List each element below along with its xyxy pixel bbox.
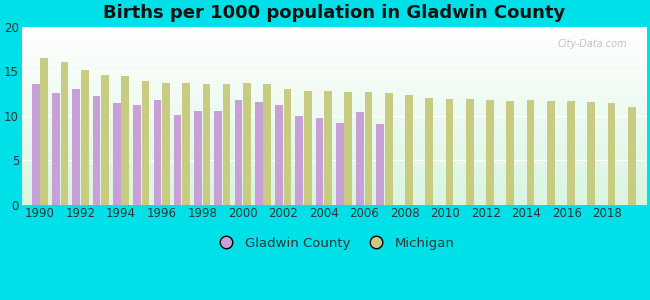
Bar <box>588 102 595 205</box>
Bar <box>295 116 303 205</box>
Bar <box>356 112 364 205</box>
Bar <box>567 101 575 205</box>
Bar <box>376 124 384 205</box>
Bar <box>547 101 554 205</box>
Legend: Gladwin County, Michigan: Gladwin County, Michigan <box>207 231 460 255</box>
Bar <box>223 84 231 205</box>
Bar <box>255 102 263 205</box>
Bar <box>243 83 251 205</box>
Bar <box>526 100 534 205</box>
Bar <box>60 62 68 205</box>
Bar <box>101 75 109 205</box>
Bar <box>336 123 344 205</box>
Bar <box>283 89 291 205</box>
Bar <box>425 98 433 205</box>
Bar <box>486 100 494 205</box>
Bar <box>203 84 210 205</box>
Bar <box>608 103 616 205</box>
Bar <box>275 105 283 205</box>
Bar <box>506 101 514 205</box>
Bar <box>142 81 150 205</box>
Bar <box>81 70 88 205</box>
Bar <box>365 92 372 205</box>
Bar <box>316 118 323 205</box>
Bar <box>52 93 60 205</box>
Bar <box>194 111 202 205</box>
Bar <box>40 58 48 205</box>
Bar <box>466 100 474 205</box>
Bar <box>385 93 393 205</box>
Bar <box>446 99 453 205</box>
Bar <box>174 115 181 205</box>
Bar <box>628 106 636 205</box>
Bar <box>113 103 121 205</box>
Bar <box>162 82 170 205</box>
Title: Births per 1000 population in Gladwin County: Births per 1000 population in Gladwin Co… <box>103 4 565 22</box>
Bar <box>93 96 101 205</box>
Bar <box>32 84 40 205</box>
Bar <box>214 111 222 205</box>
Text: City-Data.com: City-Data.com <box>558 39 627 49</box>
Bar <box>324 91 332 205</box>
Bar <box>263 84 271 205</box>
Bar <box>153 100 161 205</box>
Bar <box>72 89 80 205</box>
Bar <box>133 105 141 205</box>
Bar <box>182 83 190 205</box>
Bar <box>235 100 242 205</box>
Bar <box>304 91 311 205</box>
Bar <box>344 92 352 205</box>
Bar <box>405 95 413 205</box>
Bar <box>122 76 129 205</box>
